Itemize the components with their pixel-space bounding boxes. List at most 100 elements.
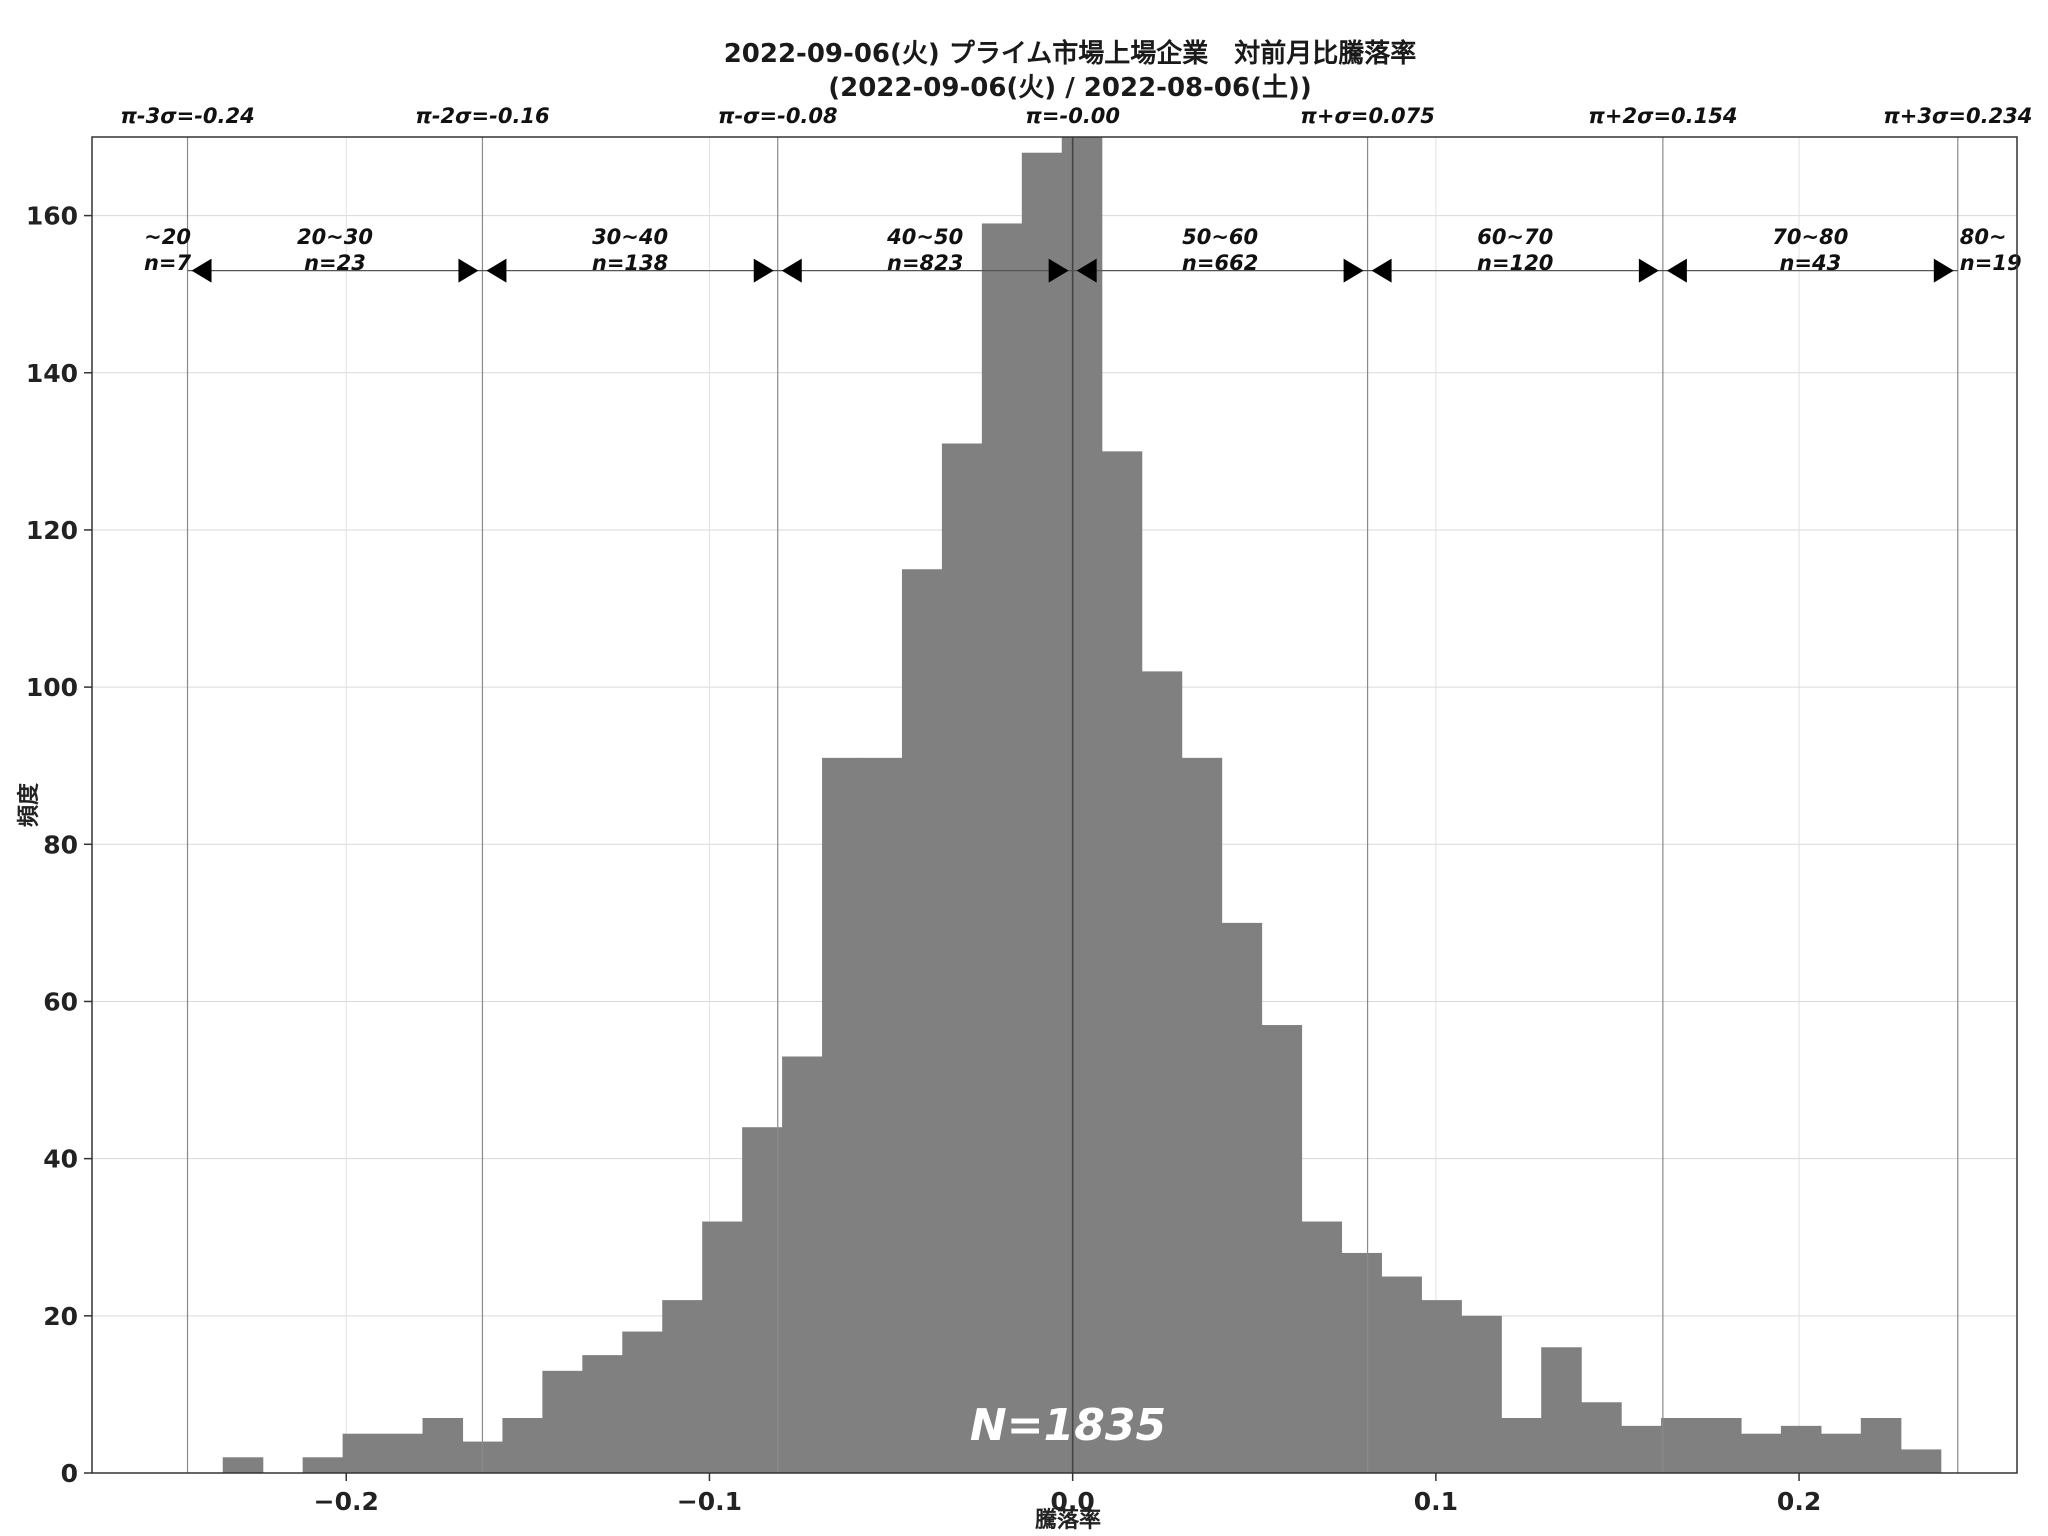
histogram-bar	[302, 1457, 344, 1473]
sigma-label: π-2σ=-0.16	[415, 104, 549, 128]
y-tick-label: 80	[43, 830, 78, 859]
band-count-label: n=23	[304, 251, 366, 275]
histogram-bar	[1860, 1417, 1902, 1473]
y-tick-label: 60	[43, 987, 78, 1016]
band-arrowhead	[1343, 258, 1364, 283]
y-tick-label: 160	[26, 202, 78, 231]
histogram-bar	[822, 757, 863, 1473]
histogram-bar	[1621, 1425, 1662, 1473]
histogram-bar	[901, 569, 943, 1473]
band-count-label: n=19	[1960, 251, 2022, 275]
sigma-label: π-3σ=-0.24	[120, 104, 254, 128]
band-range-label: 40~50	[886, 225, 963, 249]
histogram-bar	[1581, 1402, 1622, 1473]
sigma-label: π+2σ=0.154	[1588, 104, 1737, 128]
plot-frame	[91, 136, 2018, 1474]
band-range-label: 50~60	[1182, 225, 1258, 249]
band-arrowhead	[191, 258, 212, 283]
histogram-bar	[1341, 1252, 1382, 1473]
band-arrowhead	[1666, 258, 1687, 283]
x-axis-label: 騰落率	[1035, 1507, 1101, 1533]
sigma-label: π=-0.00	[1025, 104, 1120, 128]
histogram-bar	[1421, 1300, 1462, 1473]
band-range-label: 60~70	[1477, 225, 1553, 249]
band-count-label: n=43	[1779, 251, 1841, 275]
histogram-bar	[582, 1355, 623, 1473]
band-range-label: ~20	[144, 225, 191, 249]
band-arrowhead	[458, 258, 479, 283]
y-tick-label: 100	[26, 673, 78, 702]
histogram-bar	[1701, 1417, 1742, 1473]
sigma-lines-layer: π-3σ=-0.24 π-2σ=-0.16 π-σ=-0.08 π=-0.00 π+σ=…	[120, 104, 2032, 1473]
band-count-label: n=138	[592, 251, 668, 275]
band-arrowhead	[1371, 258, 1392, 283]
y-tick-label: 0	[61, 1459, 78, 1488]
band-arrowhead	[1048, 258, 1069, 283]
histogram-bar	[1740, 1433, 1782, 1473]
histogram-bar	[1661, 1417, 1702, 1473]
band-arrowhead	[753, 258, 774, 283]
band-range-label: 20~30	[297, 225, 373, 249]
histogram-bar	[1501, 1417, 1542, 1473]
histogram-bar	[222, 1457, 264, 1473]
histogram-bar	[1461, 1315, 1502, 1473]
bars-layer	[222, 137, 1942, 1474]
histogram-bar	[1101, 451, 1143, 1474]
histogram-bar	[1381, 1276, 1422, 1473]
histogram-bar	[981, 223, 1023, 1474]
total-count-label: N=1835	[970, 1400, 1166, 1451]
band-annotations-layer: ~20n=7 20~30n=23 30~40n=138 40~50n=823 50~60…	[144, 225, 2022, 283]
sigma-label: π+3σ=0.234	[1883, 104, 2032, 128]
band-arrowhead	[486, 258, 507, 283]
band-arrowhead	[1933, 258, 1954, 283]
histogram-bar	[1021, 152, 1063, 1473]
band-count-label: n=120	[1477, 251, 1553, 275]
histogram-bar	[1301, 1221, 1343, 1473]
histogram-bar	[941, 443, 983, 1473]
histogram-bar	[1221, 922, 1263, 1473]
y-tick-label: 120	[26, 516, 78, 545]
band-count-label: n=662	[1182, 251, 1258, 275]
band-range-label: 80~	[1960, 225, 2007, 249]
x-tick-label: 0.2	[1777, 1487, 1821, 1516]
histogram-bar	[1061, 137, 1103, 1473]
histogram-bar	[1820, 1433, 1862, 1473]
chart-title: 2022-09-06(火) プライム市場上場企業 対前月比騰落率	[724, 38, 1417, 69]
band-arrowhead	[1638, 258, 1659, 283]
histogram-bar	[1541, 1347, 1582, 1473]
band-count-label: n=7	[144, 251, 192, 275]
sigma-label: π+σ=0.075	[1300, 104, 1435, 128]
histogram-bar	[1141, 671, 1183, 1473]
histogram-bar	[342, 1433, 384, 1473]
band-count-label: n=823	[887, 251, 963, 275]
chart-subtitle: (2022-09-06(火) / 2022-08-06(土))	[828, 73, 1312, 103]
histogram-bar	[742, 1127, 783, 1473]
histogram-bar	[382, 1433, 424, 1473]
sigma-label: π-σ=-0.08	[718, 104, 838, 128]
histogram-bar	[1261, 1025, 1303, 1473]
histogram-bar	[1780, 1425, 1822, 1473]
y-tick-label: 140	[26, 359, 78, 388]
band-arrowhead	[781, 258, 802, 283]
histogram-bar	[542, 1370, 583, 1473]
band-range-label: 70~80	[1772, 225, 1848, 249]
histogram-bar	[862, 757, 903, 1473]
y-axis-label: 頻度	[16, 782, 42, 827]
y-tick-label: 40	[43, 1145, 78, 1174]
x-tick-label: 0.1	[1414, 1487, 1458, 1516]
x-tick-label: −0.1	[677, 1487, 742, 1516]
y-tick-label: 20	[43, 1302, 78, 1331]
histogram-bar	[662, 1300, 703, 1473]
x-tick-label: 0.0	[1051, 1487, 1095, 1516]
histogram-bar	[782, 1056, 823, 1473]
axis-ticks-layer: 0 20 40 60 80 100 120 140 160 −0.2 −0.1 0.0 0.1 0.2	[26, 202, 1821, 1516]
histogram-bar	[502, 1417, 543, 1473]
histogram-bar	[422, 1417, 464, 1473]
histogram-bar	[1900, 1449, 1942, 1473]
histogram-bar	[622, 1331, 663, 1473]
band-range-label: 30~40	[592, 225, 668, 249]
x-tick-label: −0.2	[314, 1487, 379, 1516]
band-arrowhead	[1076, 258, 1097, 283]
histogram-bar	[1181, 757, 1223, 1473]
